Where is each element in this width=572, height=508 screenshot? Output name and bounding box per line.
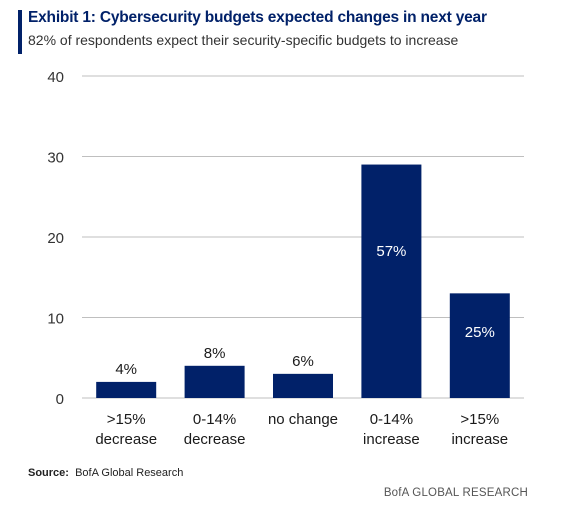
x-tick-label: increase <box>363 431 420 448</box>
chart-subtitle: 82% of respondents expect their security… <box>28 32 459 48</box>
x-tick-label: no change <box>268 411 338 428</box>
bars <box>96 164 510 398</box>
x-tick-label: >15% <box>107 411 146 428</box>
source-label: Source: <box>28 467 69 479</box>
x-tick-label: decrease <box>95 431 157 448</box>
bar-4 <box>449 293 510 398</box>
x-axis-tick-labels: >15% decrease 0-14% decrease no change 0-14% i… <box>95 411 508 448</box>
x-tick-label: 0-14% <box>193 411 236 428</box>
data-labels: 4% 8% 6% 57% 25% <box>115 243 494 378</box>
bar-2 <box>273 373 333 398</box>
x-tick-label: decrease <box>184 431 246 448</box>
x-tick-label: 0-14% <box>370 411 413 428</box>
data-label-4: 25% <box>465 324 495 341</box>
title-accent-bar <box>18 10 22 54</box>
x-tick-label: increase <box>451 431 508 448</box>
x-tick-label: >15% <box>460 411 499 428</box>
brand-watermark: BofA GLOBAL RESEARCH <box>383 487 528 499</box>
chart-title: Exhibit 1: Cybersecurity budgets expecte… <box>28 9 487 26</box>
data-label-1: 8% <box>204 345 226 362</box>
y-tick-label: 10 <box>47 311 64 328</box>
source-text: BofA Global Research <box>75 467 184 479</box>
source-note: Source: BofA Global Research <box>28 467 183 479</box>
data-label-2: 6% <box>292 353 314 370</box>
y-tick-label: 40 <box>47 69 64 86</box>
data-label-3: 57% <box>376 243 406 260</box>
bar-0 <box>96 381 157 398</box>
y-tick-label: 30 <box>47 150 64 167</box>
bar-3 <box>361 164 422 398</box>
bar-1 <box>184 365 245 398</box>
data-label-0: 4% <box>115 361 137 378</box>
y-tick-label: 20 <box>47 230 64 247</box>
y-axis-tick-labels: 0 10 20 30 40 <box>47 69 64 408</box>
y-tick-label: 0 <box>56 391 64 408</box>
